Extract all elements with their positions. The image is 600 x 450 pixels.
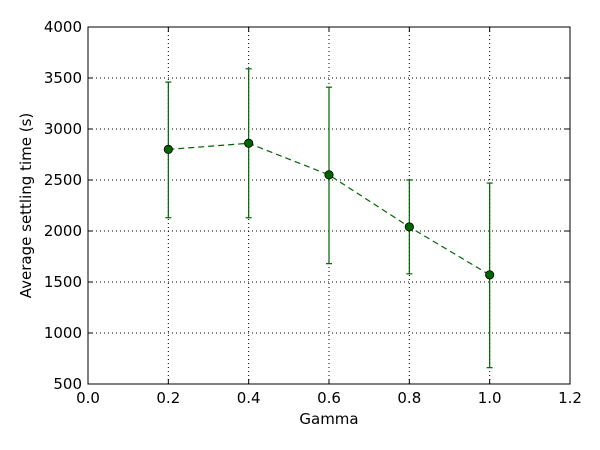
y-tick-label: 3000	[44, 120, 82, 138]
data-point	[404, 222, 414, 232]
y-tick-label: 4000	[44, 18, 82, 36]
data-point	[485, 270, 495, 280]
y-tick-label: 1000	[44, 324, 82, 342]
series	[163, 68, 495, 369]
y-tick-label: 1500	[44, 273, 82, 291]
x-tick-label: 0.6	[317, 389, 341, 407]
x-tick-label: 0.4	[237, 389, 261, 407]
x-axis-label: Gamma	[299, 410, 358, 428]
y-axis-label: Average settling time (s)	[17, 113, 35, 298]
data-point	[244, 138, 254, 148]
series-line	[168, 142, 490, 276]
y-tick-label: 500	[53, 375, 82, 393]
x-tick-label: 0.2	[156, 389, 180, 407]
y-tick-label: 2000	[44, 222, 82, 240]
axis-ticks: 0.0 0.2 0.4 0.6 0.8 1.0 1.2 500 1000 1500 2000 2500…	[44, 18, 582, 407]
y-tick-label: 3500	[44, 69, 82, 87]
x-tick-label: 0.0	[76, 389, 100, 407]
x-tick-label: 0.8	[397, 389, 421, 407]
data-point	[163, 144, 173, 154]
x-tick-label: 1.0	[478, 389, 502, 407]
x-tick-label: 1.2	[558, 389, 582, 407]
y-tick-label: 2500	[44, 171, 82, 189]
data-point	[324, 170, 334, 180]
